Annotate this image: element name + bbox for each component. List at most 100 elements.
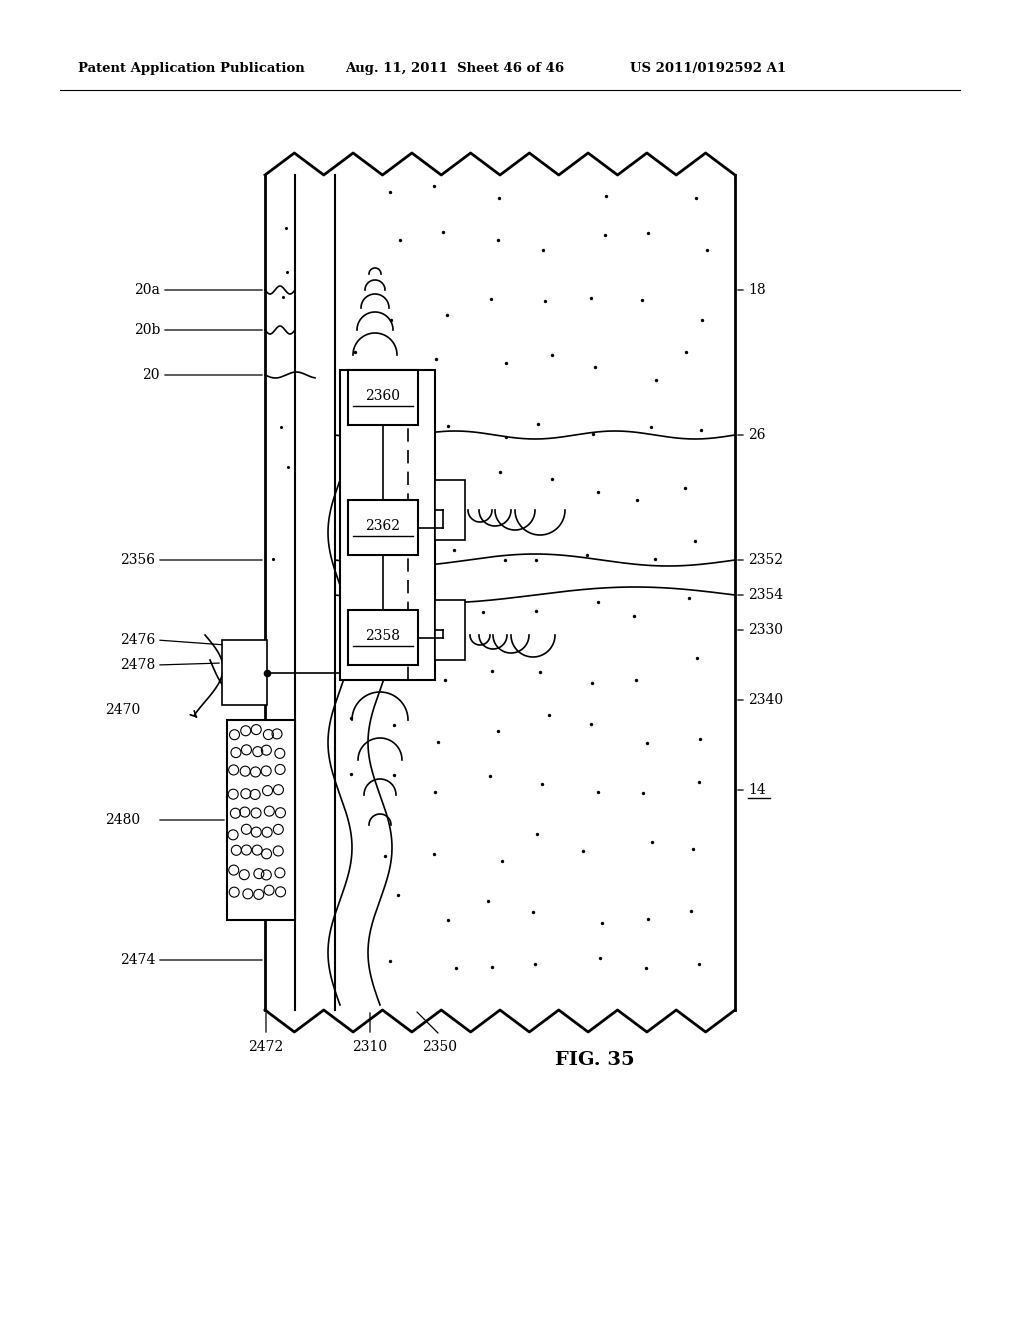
Text: 2340: 2340 — [748, 693, 783, 708]
Point — [535, 239, 551, 260]
Point — [343, 708, 359, 729]
Point — [647, 548, 664, 569]
Point — [583, 713, 599, 734]
Point — [544, 469, 560, 490]
Point — [629, 490, 645, 511]
Point — [594, 912, 610, 933]
Point — [482, 289, 499, 310]
Point — [272, 416, 289, 437]
Point — [437, 475, 454, 496]
Point — [446, 540, 463, 561]
Point — [698, 240, 715, 261]
Point — [691, 771, 708, 792]
Point — [280, 457, 296, 478]
Point — [266, 812, 283, 833]
Point — [494, 851, 510, 873]
Text: FIG. 35: FIG. 35 — [555, 1051, 635, 1069]
Point — [691, 953, 708, 974]
Point — [534, 774, 550, 795]
Point — [678, 342, 694, 363]
Point — [479, 890, 496, 911]
Point — [436, 669, 453, 690]
Bar — [435, 480, 465, 540]
Point — [426, 843, 442, 865]
Point — [575, 841, 592, 862]
Bar — [340, 370, 435, 680]
Point — [544, 345, 560, 366]
Point — [482, 766, 499, 787]
Point — [681, 587, 697, 609]
Text: 2356: 2356 — [120, 553, 155, 568]
Point — [393, 425, 410, 446]
Point — [343, 764, 359, 785]
Point — [692, 420, 709, 441]
Text: Aug. 11, 2011  Sheet 46 of 46: Aug. 11, 2011 Sheet 46 of 46 — [345, 62, 564, 75]
Point — [634, 290, 650, 312]
Point — [689, 647, 706, 668]
Point — [383, 309, 399, 330]
Point — [541, 705, 557, 726]
Text: 2474: 2474 — [120, 953, 155, 968]
Point — [529, 824, 546, 845]
Point — [279, 261, 295, 282]
Point — [687, 187, 703, 209]
Point — [635, 781, 651, 803]
Text: 2476: 2476 — [120, 634, 155, 647]
Point — [585, 424, 601, 445]
Text: 20b: 20b — [133, 323, 160, 337]
Point — [439, 595, 456, 616]
Text: 2478: 2478 — [120, 657, 155, 672]
Bar — [348, 610, 418, 665]
Bar — [222, 640, 267, 705]
Point — [259, 661, 275, 682]
Point — [426, 176, 442, 197]
Text: 2470: 2470 — [104, 704, 140, 717]
Point — [490, 187, 507, 209]
Point — [684, 840, 700, 861]
Point — [348, 405, 365, 426]
Point — [626, 606, 642, 627]
Point — [489, 721, 506, 742]
Text: 14: 14 — [748, 783, 766, 797]
Point — [489, 230, 506, 251]
Point — [529, 413, 546, 434]
Text: 2352: 2352 — [748, 553, 783, 568]
Point — [597, 224, 613, 246]
Point — [583, 288, 599, 309]
Point — [590, 480, 606, 502]
Point — [384, 552, 400, 573]
Point — [677, 477, 693, 498]
Bar — [348, 370, 418, 425]
Text: 2360: 2360 — [366, 388, 400, 403]
Point — [637, 957, 653, 978]
Point — [531, 661, 548, 682]
Text: 20: 20 — [142, 368, 160, 381]
Point — [590, 781, 606, 803]
Text: 2472: 2472 — [249, 1040, 284, 1053]
Point — [346, 342, 362, 363]
Point — [379, 611, 395, 632]
Bar — [435, 601, 465, 660]
Point — [640, 223, 656, 244]
Point — [643, 416, 659, 437]
Text: 18: 18 — [748, 282, 766, 297]
Point — [584, 672, 600, 693]
Point — [648, 370, 665, 391]
Point — [598, 186, 614, 207]
Point — [438, 305, 455, 326]
Point — [386, 714, 402, 735]
Text: 2350: 2350 — [423, 1040, 458, 1053]
Point — [428, 348, 444, 370]
Point — [391, 230, 408, 251]
Text: 2362: 2362 — [366, 519, 400, 532]
Point — [492, 462, 508, 483]
Point — [484, 957, 501, 978]
Point — [498, 352, 514, 374]
Point — [264, 548, 281, 569]
Point — [683, 900, 699, 921]
Bar — [227, 719, 295, 920]
Point — [592, 948, 608, 969]
Point — [475, 602, 492, 623]
Point — [338, 657, 354, 678]
Point — [386, 764, 402, 785]
